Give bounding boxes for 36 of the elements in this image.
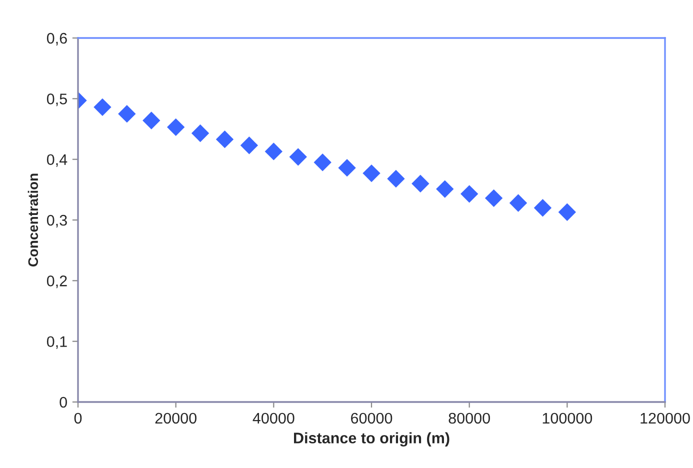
point <box>240 136 258 154</box>
x-tick-label: 0 <box>74 412 82 424</box>
point <box>436 180 454 198</box>
x-tick-label: 80000 <box>448 412 490 424</box>
point <box>264 142 283 160</box>
y-tick-label: 0,5 <box>46 94 67 106</box>
point <box>216 130 234 148</box>
point <box>191 124 210 142</box>
x-tick-label: 60000 <box>351 412 392 424</box>
x-tick-label: 40000 <box>252 412 294 424</box>
point <box>94 98 112 116</box>
point <box>362 164 380 182</box>
x-tick-label: 120000 <box>640 412 690 424</box>
y-tick-label: 0 <box>60 396 67 408</box>
point <box>166 118 185 136</box>
y-tick-label: 0,6 <box>46 32 67 46</box>
y-tick-label: 0,3 <box>46 214 67 228</box>
y-axis-title: Concentration <box>28 174 38 266</box>
point <box>558 203 576 221</box>
x-tick-label: 100000 <box>542 412 592 424</box>
y-tick-label: 0,2 <box>46 276 67 288</box>
point <box>338 158 356 177</box>
point <box>289 148 307 166</box>
point <box>412 174 430 192</box>
point <box>118 104 136 123</box>
x-axis-title: Distance to origin (m) <box>294 432 450 447</box>
point <box>142 112 160 130</box>
y-tick-label: 0,1 <box>46 336 67 349</box>
x-tick-label: 20000 <box>155 412 196 424</box>
point <box>484 189 503 207</box>
point <box>314 154 332 172</box>
point <box>387 170 405 188</box>
point <box>534 199 552 217</box>
point <box>460 185 478 203</box>
y-tick-label: 0,4 <box>46 154 68 167</box>
point <box>509 194 528 212</box>
